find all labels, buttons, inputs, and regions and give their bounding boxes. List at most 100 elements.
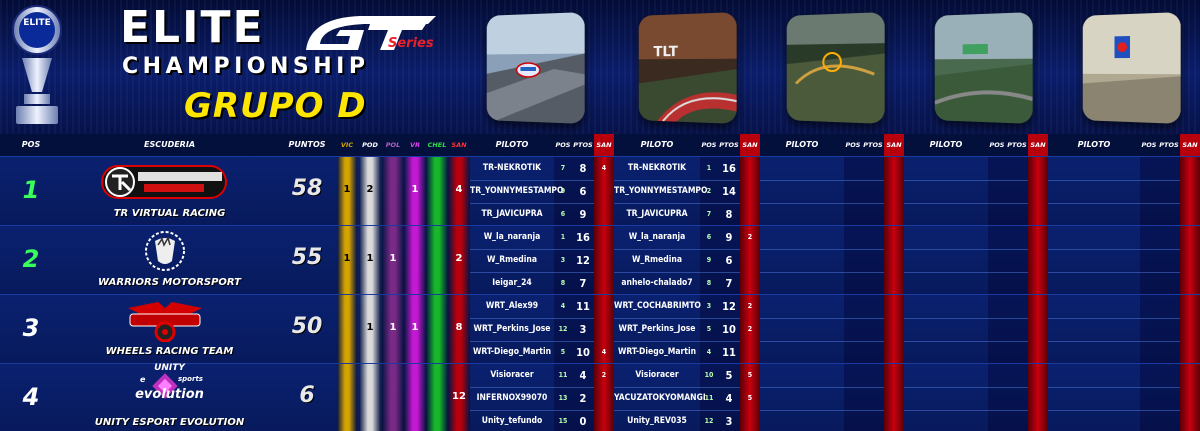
team-name: UNITY ESPORT EVOLUTION	[62, 417, 277, 428]
stat-vic: 1	[337, 184, 357, 195]
team-position: 3	[0, 314, 62, 342]
driver-pts: 2	[572, 387, 594, 410]
team-points: 58	[278, 176, 336, 201]
driver-san: 4	[594, 157, 614, 180]
driver-name: Ieigar_24	[470, 272, 554, 295]
driver-pos: 13	[554, 387, 572, 410]
tr-virtual-racing-logo	[100, 160, 230, 204]
team-name: TR VIRTUAL RACING	[62, 208, 277, 219]
driver-pos: 4	[700, 341, 718, 364]
race3-col-san: SAN	[884, 134, 904, 156]
driver-san: 5	[740, 364, 760, 387]
race4-col-pos: POS	[988, 134, 1006, 156]
race5-stats-column	[1140, 364, 1180, 431]
row-separator	[1048, 318, 1180, 319]
driver-san: 2	[594, 364, 614, 387]
stat-bar-vic	[337, 364, 357, 431]
team-position: 2	[0, 245, 62, 273]
driver-pts: 7	[718, 272, 740, 295]
unity-logo-text-mid: e	[140, 375, 145, 384]
race4-san-column	[1028, 157, 1048, 225]
stat-bar-vr	[404, 364, 426, 431]
row-separator	[760, 272, 884, 273]
driver-pts: 8	[572, 157, 594, 180]
driver-pos: 9	[554, 180, 572, 203]
team-position: 1	[0, 176, 62, 204]
driver-pos: 1	[554, 226, 572, 249]
driver-pts: 14	[718, 180, 740, 203]
stat-vr: 1	[404, 184, 426, 195]
team-points: 50	[278, 314, 336, 339]
driver-pts: 3	[718, 410, 740, 431]
stat-bar-vic	[337, 295, 357, 363]
stat-pol: 1	[382, 253, 404, 264]
stat-pod: 2	[359, 184, 381, 195]
warriors-motorsport-logo	[100, 229, 230, 273]
row-separator	[614, 341, 740, 342]
driver-pos: 7	[554, 157, 572, 180]
driver-pts: 9	[718, 226, 740, 249]
driver-pos: 6	[554, 203, 572, 226]
driver-san	[740, 410, 760, 431]
track-thumbnail-3	[787, 12, 885, 124]
row-separator	[904, 272, 1028, 273]
driver-name: YACUZATOKYOMANGI	[614, 387, 700, 410]
driver-name: W_Rmedina	[470, 249, 554, 272]
driver-pts: 10	[718, 318, 740, 341]
race5-col-pos: POS	[1140, 134, 1158, 156]
driver-pos: 12	[700, 410, 718, 431]
race4-stats-column	[988, 226, 1028, 294]
race5-col-ptos: PTOS	[1158, 134, 1180, 156]
race1-col-pos: POS	[554, 134, 572, 156]
row-separator	[470, 410, 594, 411]
row-separator	[614, 203, 740, 204]
driver-name: TR-NEKROTIK	[614, 157, 700, 180]
trophy-badge-text: ELITE	[19, 18, 55, 28]
driver-name: TR_JAVICUPRA	[470, 203, 554, 226]
series-text: Series	[388, 36, 434, 51]
race1-col-san: SAN	[594, 134, 614, 156]
col-pol: POL	[382, 134, 404, 156]
driver-pts: 4	[718, 387, 740, 410]
track-thumbnail-1	[487, 12, 585, 124]
race3-san-column	[884, 295, 904, 363]
driver-pts: 11	[718, 341, 740, 364]
race3-col-pos: POS	[844, 134, 862, 156]
driver-pts: 11	[572, 295, 594, 318]
row-separator	[1048, 410, 1180, 411]
driver-name: WRT_Perkins_Jose	[470, 318, 554, 341]
race3-stats-column	[844, 157, 884, 225]
driver-pos: 1	[700, 157, 718, 180]
driver-name: INFERNOX99070	[470, 387, 554, 410]
stat-bar-chel	[426, 226, 448, 294]
col-vr: VR	[404, 134, 426, 156]
race5-san-column	[1180, 157, 1200, 225]
race3-col-ptos: PTOS	[862, 134, 884, 156]
team-points: 55	[278, 245, 336, 270]
driver-san	[740, 341, 760, 364]
row-separator	[904, 203, 1028, 204]
driver-pos: 8	[554, 272, 572, 295]
row-separator	[760, 249, 884, 250]
row-separator	[760, 180, 884, 181]
driver-pos: 9	[700, 249, 718, 272]
driver-pos: 7	[700, 203, 718, 226]
driver-pts: 16	[572, 226, 594, 249]
unity-logo-text-bottom: evolution	[62, 387, 277, 402]
race3-stats-column	[844, 295, 884, 363]
race4-col-san: SAN	[1028, 134, 1048, 156]
driver-pts: 12	[572, 249, 594, 272]
row-separator	[614, 249, 740, 250]
row-separator	[1048, 387, 1180, 388]
row-separator	[760, 318, 884, 319]
driver-pts: 16	[718, 157, 740, 180]
driver-name: W_Rmedina	[614, 249, 700, 272]
track-thumbnail-2: TLT	[639, 12, 737, 124]
driver-pts: 3	[572, 318, 594, 341]
race4-stats-column	[988, 364, 1028, 431]
driver-name: TR_YONNYMESTAMPO	[470, 180, 554, 203]
row-separator	[1048, 341, 1180, 342]
driver-name: Unity_REV035	[614, 410, 700, 431]
row-separator	[904, 249, 1028, 250]
row-separator	[614, 387, 740, 388]
